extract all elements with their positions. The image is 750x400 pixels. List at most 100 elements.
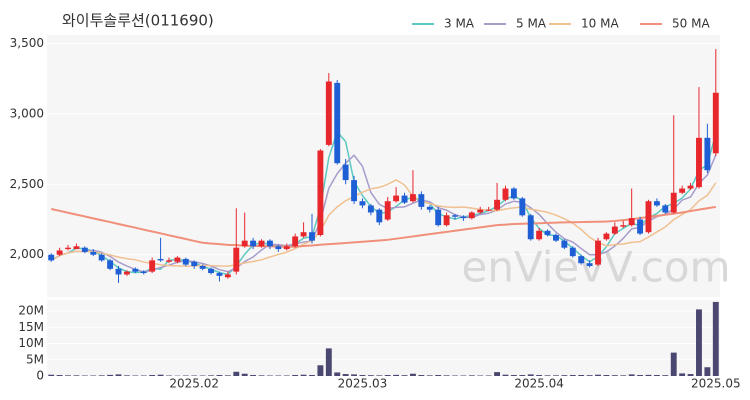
candle-body xyxy=(157,258,164,261)
candle-body xyxy=(670,192,677,213)
legend-label: 3 MA xyxy=(444,17,475,31)
candle-body xyxy=(418,194,425,207)
candle-body xyxy=(81,247,88,252)
candle-body xyxy=(393,195,400,202)
candle-body xyxy=(510,188,517,199)
candle-body xyxy=(611,226,618,234)
candle-body xyxy=(90,251,97,255)
candle-body xyxy=(241,240,248,247)
candle-body xyxy=(275,246,282,250)
candle-body xyxy=(586,263,593,267)
candle-body xyxy=(73,246,80,250)
candle-body xyxy=(367,205,374,213)
candle-body xyxy=(359,201,366,206)
volume-bar xyxy=(65,375,71,376)
candle-body xyxy=(468,212,475,219)
candle-body xyxy=(98,254,105,261)
volume-bar xyxy=(300,374,307,376)
volume-bar xyxy=(502,374,509,376)
legend-label: 5 MA xyxy=(516,17,547,31)
candle-body xyxy=(107,260,114,269)
candle-body xyxy=(174,257,181,262)
volume-bar xyxy=(250,375,257,376)
candle-body xyxy=(266,240,273,247)
candle-body xyxy=(317,150,324,236)
volume-bar xyxy=(409,373,416,376)
candle-body xyxy=(553,235,559,241)
candle-body xyxy=(56,250,63,255)
y-tick-label: 15M xyxy=(18,320,44,334)
candle-body xyxy=(166,260,172,262)
volume-bar xyxy=(208,375,214,376)
volume-bar xyxy=(578,375,585,376)
volume-bar xyxy=(376,375,383,376)
candle-body xyxy=(342,164,349,181)
volume-bar xyxy=(56,375,63,376)
candle-body xyxy=(123,271,130,275)
candle-body xyxy=(460,216,467,219)
volume-bar xyxy=(712,301,719,376)
legend-label: 10 MA xyxy=(581,17,619,31)
candle-body xyxy=(292,236,299,247)
y-tick-label: 5M xyxy=(26,352,44,366)
volume-bar xyxy=(393,374,400,376)
volume-bar xyxy=(342,374,349,376)
candle-body xyxy=(569,247,576,257)
candle-body xyxy=(620,225,627,227)
volume-bar xyxy=(637,375,644,376)
y-tick-label: 10M xyxy=(18,336,44,350)
volume-bar xyxy=(98,375,105,376)
y-tick-label: 20M xyxy=(18,304,44,318)
volume-bar xyxy=(233,371,240,376)
candle-body xyxy=(384,201,391,220)
volume-bar xyxy=(426,375,433,376)
y-tick-label: 3,000 xyxy=(10,106,44,120)
candle-body xyxy=(224,274,231,278)
volume-bar xyxy=(569,375,576,376)
candle-body xyxy=(325,81,332,145)
y-tick-label: 2,500 xyxy=(10,177,44,191)
volume-bar xyxy=(325,348,332,376)
volume-bar xyxy=(696,309,702,376)
candle-body xyxy=(704,137,711,171)
candle-body xyxy=(637,219,644,234)
candle-body xyxy=(149,260,156,272)
volume-bar xyxy=(670,352,677,376)
volume-bar xyxy=(351,374,358,376)
volume-bar xyxy=(258,375,265,376)
volume-bar xyxy=(645,374,652,376)
volume-bar xyxy=(611,375,618,376)
ma-line xyxy=(50,178,717,268)
volume-panel xyxy=(47,300,720,376)
candle-body xyxy=(191,261,198,267)
volume-bar xyxy=(553,375,559,376)
ma-line xyxy=(50,205,716,248)
x-tick-label: 2025.05 xyxy=(691,377,741,391)
chart-title: 와이투솔루션(011690) xyxy=(62,12,214,30)
candle-body xyxy=(258,240,265,247)
candle-body xyxy=(140,271,147,274)
x-tick-label: 2025.04 xyxy=(514,377,564,391)
candle-body xyxy=(679,188,686,193)
volume-bar xyxy=(679,373,686,376)
candle-body xyxy=(401,195,408,203)
volume-bar xyxy=(123,375,130,376)
candle-body xyxy=(233,247,240,272)
volume-bar xyxy=(527,374,534,376)
x-tick-label: 2025.03 xyxy=(338,377,388,391)
volume-bar xyxy=(367,375,374,376)
volume-bar xyxy=(561,375,568,376)
volume-bar xyxy=(620,375,627,376)
x-tick-label: 2025.02 xyxy=(169,377,219,391)
volume-bar xyxy=(536,375,543,376)
volume-bar xyxy=(603,375,610,376)
candle-body xyxy=(519,198,526,216)
y-tick-label: 0 xyxy=(36,369,44,383)
volume-bar xyxy=(510,375,517,376)
volume-bar xyxy=(224,375,231,376)
volume-bar xyxy=(704,367,711,376)
volume-bar xyxy=(401,375,408,376)
candle-body xyxy=(662,205,669,213)
candle-body xyxy=(443,215,450,226)
candle-body xyxy=(426,206,433,210)
